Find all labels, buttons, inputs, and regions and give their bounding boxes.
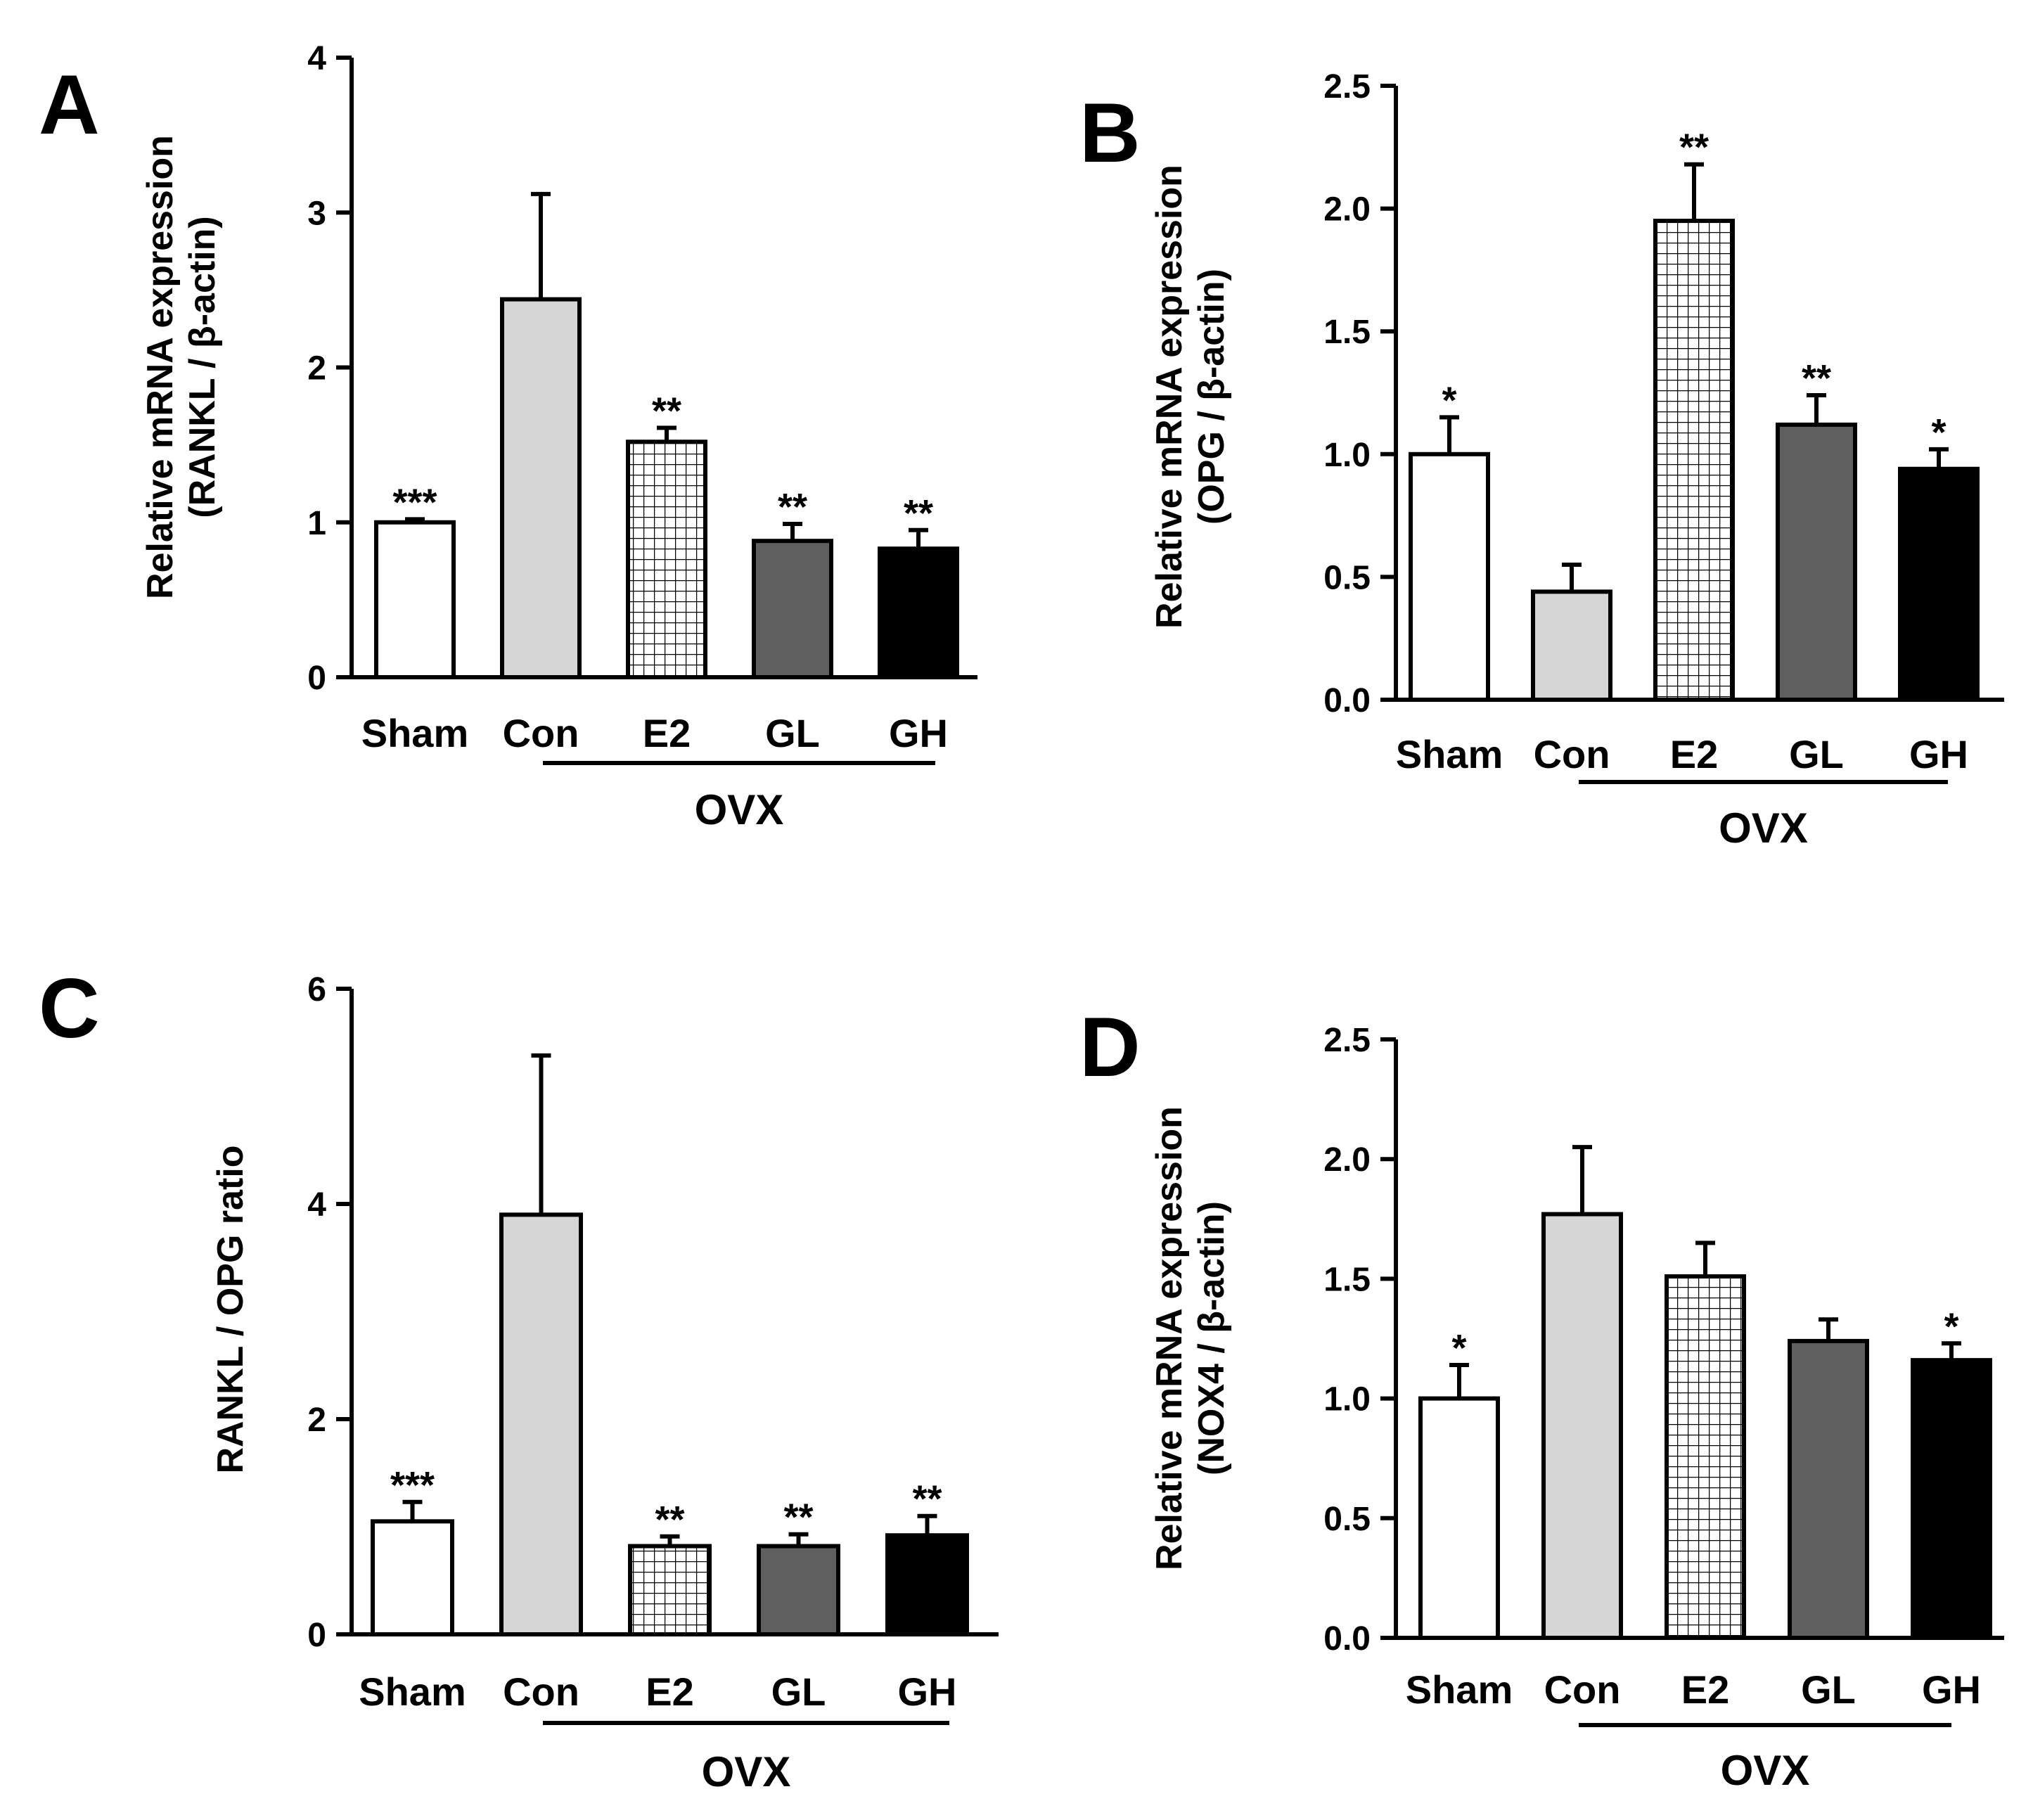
- panel-d: D 0.0 0.5 1.0 1.5 2.0 2.5 Relative mRNA expres…: [1079, 1000, 2004, 1794]
- category-label: Con: [1534, 732, 1610, 776]
- category-label: Sham: [359, 1670, 466, 1714]
- y-axis-label: RANKL / OPG ratio: [210, 1145, 251, 1473]
- chart-b: 0.0 0.5 1.0 1.5 2.0 2.5 Relative mRNA expressi…: [1149, 68, 2004, 852]
- bar-con: [500, 297, 582, 679]
- y-tick-label: 6: [307, 971, 326, 1008]
- y-axis-label: Relative mRNA expression: [1149, 1106, 1190, 1570]
- bar-gh: [878, 546, 959, 679]
- panel-a: A 0 1 2 3 4 Relative mRNA expression (RANKL / …: [39, 40, 977, 833]
- significance-marker: ***: [392, 481, 437, 523]
- y-axis-label: (NOX4 / β-actin): [1191, 1201, 1232, 1475]
- category-label: GL: [1801, 1667, 1856, 1712]
- bar-sham: [374, 520, 456, 679]
- significance-marker: **: [778, 486, 807, 528]
- category-label: GH: [889, 711, 948, 755]
- chart-d: 0.0 0.5 1.0 1.5 2.0 2.5 Relative mRNA expressi…: [1149, 1022, 2004, 1794]
- panel-letter-b: B: [1079, 86, 1141, 180]
- category-label: GH: [1922, 1667, 1981, 1712]
- y-tick-label: 0: [307, 1617, 326, 1654]
- panel-letter-a: A: [39, 58, 100, 152]
- significance-marker: **: [912, 1478, 942, 1520]
- y-tick-label: 2: [307, 1402, 326, 1439]
- significance-marker: **: [1679, 127, 1709, 169]
- significance-marker: **: [1802, 357, 1831, 399]
- bar-gl: [752, 539, 833, 679]
- y-tick-label: 4: [307, 40, 326, 77]
- category-label: Con: [1544, 1667, 1621, 1712]
- bar-e2: [1665, 1274, 1746, 1640]
- bar-gl: [1776, 422, 1857, 702]
- significance-marker: *: [1931, 411, 1946, 454]
- significance-marker: *: [1451, 1327, 1466, 1369]
- category-label: Con: [503, 1670, 579, 1714]
- y-axis-label: Relative mRNA expression: [140, 135, 181, 599]
- y-tick-label: 0.0: [1323, 1620, 1371, 1658]
- y-tick-label: 2.0: [1323, 1141, 1371, 1179]
- bar-e2: [626, 440, 707, 679]
- chart-a: 0 1 2 3 4 Relative mRNA expression (RANKL / β-…: [140, 40, 977, 833]
- bar-gl: [1788, 1338, 1869, 1641]
- significance-marker: *: [1442, 379, 1456, 421]
- category-label: E2: [643, 711, 691, 755]
- group-label: OVX: [702, 1748, 791, 1795]
- bar-e2: [628, 1544, 712, 1637]
- category-label: E2: [1681, 1667, 1730, 1712]
- y-tick-label: 2.5: [1323, 68, 1371, 105]
- bar-con: [1531, 589, 1612, 702]
- y-tick-label: 2.0: [1323, 191, 1371, 229]
- y-tick-label: 1.0: [1323, 1381, 1371, 1418]
- significance-marker: **: [904, 492, 933, 534]
- panel-b: B 0.0 0.5 1.0 1.5 2.0 2.5 Relative mRNA expres…: [1079, 68, 2004, 852]
- category-label: Con: [503, 711, 579, 755]
- bar-gh: [1898, 466, 1980, 702]
- group-label: OVX: [695, 786, 784, 833]
- y-axis-label: (OPG / β-actin): [1191, 269, 1232, 525]
- category-label: GL: [771, 1670, 826, 1714]
- bar-con: [1541, 1212, 1623, 1640]
- y-tick-label: 0.5: [1323, 559, 1371, 596]
- y-tick-label: 1.5: [1323, 314, 1371, 351]
- category-label: GL: [765, 711, 820, 755]
- significance-marker: ***: [390, 1464, 435, 1506]
- category-label: Sham: [361, 711, 469, 755]
- significance-marker: *: [1944, 1305, 1958, 1347]
- bar-sham: [1409, 451, 1490, 702]
- y-tick-label: 4: [307, 1186, 326, 1224]
- bar-gl: [757, 1544, 840, 1637]
- y-tick-label: 1.5: [1323, 1261, 1371, 1298]
- y-axis-label: (RANKL / β-actin): [182, 216, 223, 518]
- chart-c: 0 2 4 6 RANKL / OPG ratio *** Sham Con ** E2 ** GL *…: [210, 971, 999, 1795]
- category-label: GH: [898, 1670, 957, 1714]
- panel-c: C 0 2 4 6 RANKL / OPG ratio *** Sham Con ** E2 ** G…: [39, 961, 999, 1795]
- bar-sham: [1418, 1396, 1500, 1640]
- y-tick-label: 1: [307, 505, 326, 542]
- panel-letter-d: D: [1079, 1000, 1141, 1094]
- significance-marker: **: [652, 390, 681, 432]
- category-label: E2: [1670, 732, 1719, 776]
- category-label: Sham: [1406, 1667, 1513, 1712]
- group-label: OVX: [1721, 1747, 1810, 1794]
- y-tick-label: 0.0: [1323, 682, 1371, 719]
- y-tick-label: 0.5: [1323, 1501, 1371, 1538]
- category-label: GL: [1789, 732, 1844, 776]
- y-axis-label: Relative mRNA expression: [1149, 165, 1190, 629]
- bar-gh: [1911, 1358, 1992, 1640]
- y-tick-label: 2: [307, 350, 326, 387]
- category-label: GH: [1909, 732, 1968, 776]
- bar-gh: [885, 1533, 969, 1636]
- y-tick-label: 0: [307, 660, 326, 697]
- bar-sham: [371, 1519, 454, 1637]
- y-tick-label: 1.0: [1323, 437, 1371, 474]
- panel-letter-c: C: [39, 961, 100, 1056]
- bar-con: [499, 1212, 583, 1637]
- category-label: E2: [646, 1670, 694, 1714]
- group-label: OVX: [1719, 805, 1808, 852]
- significance-marker: **: [655, 1499, 684, 1541]
- significance-marker: **: [783, 1497, 813, 1539]
- bar-e2: [1653, 219, 1735, 702]
- y-tick-label: 2.5: [1323, 1022, 1371, 1059]
- y-tick-label: 3: [307, 195, 326, 232]
- category-label: Sham: [1396, 732, 1503, 776]
